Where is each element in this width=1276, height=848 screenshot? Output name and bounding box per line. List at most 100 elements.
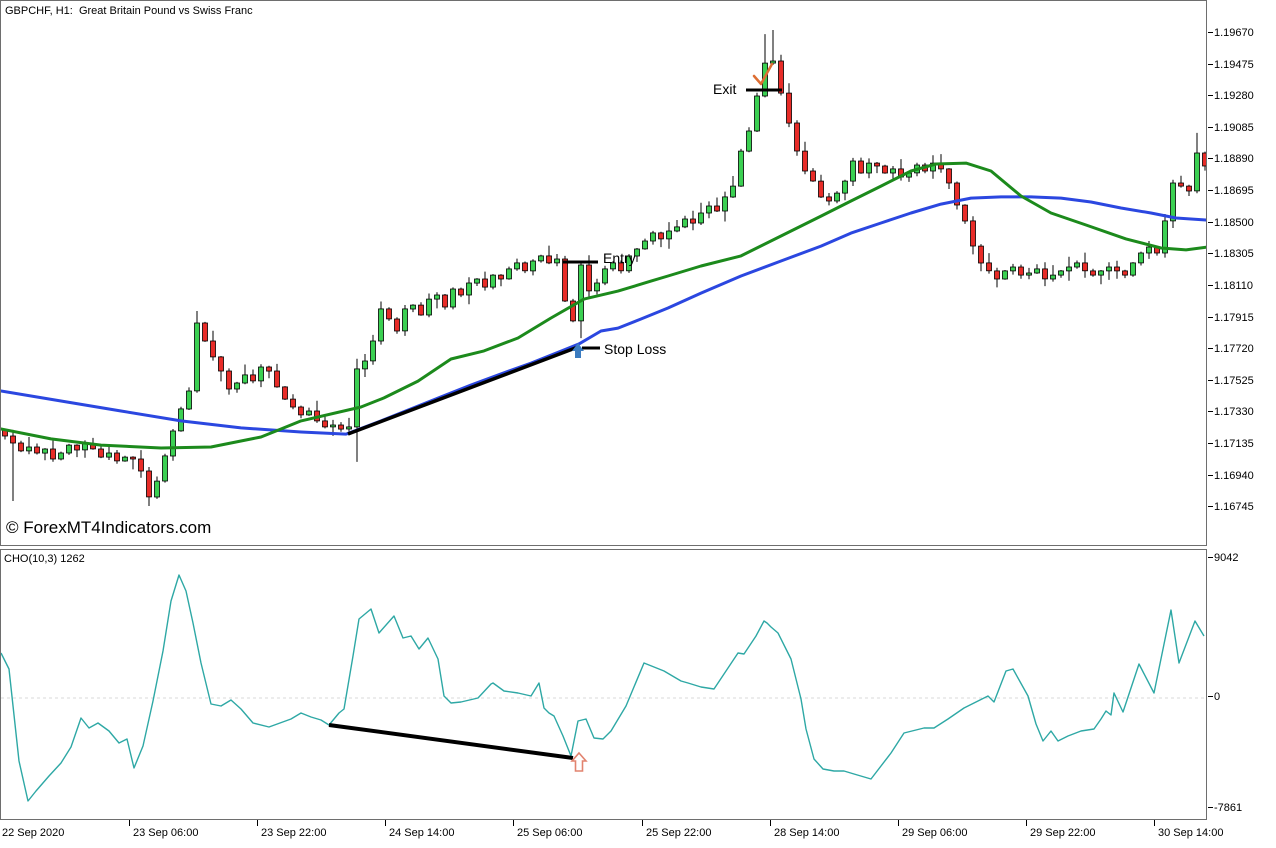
bear-candle xyxy=(114,452,120,462)
bear-candle xyxy=(810,170,816,182)
bear-candle xyxy=(1178,182,1184,187)
bull-candle xyxy=(154,480,160,498)
bull-candle xyxy=(1162,220,1168,254)
bull-candle xyxy=(1074,262,1080,268)
bull-candle xyxy=(402,308,408,332)
bull-candle xyxy=(1146,246,1152,254)
bull-candle xyxy=(162,455,168,482)
price-axis-label: 1.18110 xyxy=(1208,280,1253,292)
time-axis-tick xyxy=(513,820,514,826)
bull-candle xyxy=(514,262,520,270)
bull-candle xyxy=(706,205,712,214)
bear-candle xyxy=(1018,266,1024,276)
bear-candle xyxy=(786,92,792,124)
bull-candle xyxy=(1066,266,1072,272)
bear-candle xyxy=(74,444,80,451)
bear-candle xyxy=(418,304,424,316)
watermark-text: © ForexMT4Indicators.com xyxy=(6,518,212,537)
oscillator-axis-label: -7861 xyxy=(1207,802,1243,814)
bull-candle xyxy=(738,150,744,187)
bull-candle xyxy=(538,255,544,262)
price-axis-label: 1.17135 xyxy=(1208,438,1254,450)
bull-candle xyxy=(466,282,472,296)
bull-candle xyxy=(746,130,752,152)
oscillator-panel[interactable]: CHO(10,3) 1262 Hidden Bullish Divergence xyxy=(0,549,1207,820)
bull-candle xyxy=(642,240,648,250)
oscillator-canvas[interactable] xyxy=(1,550,1206,819)
time-axis-label: 23 Sep 22:00 xyxy=(261,827,327,839)
bear-candle xyxy=(1042,268,1048,280)
bear-candle xyxy=(690,218,696,224)
bull-candle xyxy=(354,368,360,428)
stop-loss-annotation-label: Stop Loss xyxy=(604,341,667,357)
bull-candle xyxy=(1034,268,1040,274)
bull-candle xyxy=(530,260,536,272)
bull-candle xyxy=(1138,252,1144,264)
time-axis-label: 29 Sep 22:00 xyxy=(1030,827,1096,839)
bear-candle xyxy=(34,446,40,454)
oscillator-axis-label: 0 xyxy=(1207,691,1221,703)
bull-candle xyxy=(58,452,64,460)
price-axis: 1.19670 1.19475 1.19280 1.19085 1.18890 1.186… xyxy=(1207,0,1276,848)
bull-candle xyxy=(410,304,416,310)
time-axis-tick xyxy=(257,820,258,826)
bull-candle xyxy=(626,255,632,272)
time-axis-tick xyxy=(385,820,386,826)
chart-title: GBPCHF, H1: Great Britain Pound vs Swiss… xyxy=(5,5,253,17)
bear-candle xyxy=(282,386,288,400)
bull-candle xyxy=(66,444,72,454)
price-chart-canvas[interactable] xyxy=(1,1,1206,545)
bull-candle xyxy=(370,340,376,362)
bull-candle xyxy=(594,282,600,292)
time-axis-tick xyxy=(1026,820,1027,826)
price-axis-label: 1.17720 xyxy=(1208,343,1254,355)
bull-candle xyxy=(258,366,264,382)
bear-candle xyxy=(970,220,976,247)
bull-candle xyxy=(490,274,496,288)
bear-candle xyxy=(386,308,392,320)
divergence-trendline[interactable] xyxy=(328,723,574,760)
bull-candle xyxy=(610,262,616,270)
bear-candle xyxy=(498,274,504,280)
bear-candle xyxy=(986,262,992,272)
fast-ma-line xyxy=(1,161,1206,450)
time-axis-label: 25 Sep 06:00 xyxy=(517,827,583,839)
bear-candle xyxy=(266,366,272,372)
bear-candle xyxy=(882,165,888,174)
bear-candle xyxy=(1186,185,1192,192)
bear-candle xyxy=(946,168,952,184)
buy-arrow-icon xyxy=(572,343,584,358)
bull-candle xyxy=(650,232,656,242)
bull-candle xyxy=(1026,272,1032,276)
bull-candle xyxy=(1170,182,1176,222)
bear-candle xyxy=(1090,270,1096,276)
bear-candle xyxy=(226,370,232,390)
bear-candle xyxy=(954,182,960,206)
price-axis-label: 1.18500 xyxy=(1208,217,1254,229)
bull-candle xyxy=(666,230,672,240)
bear-candle xyxy=(978,245,984,264)
bull-candle xyxy=(1194,152,1200,192)
bear-candle xyxy=(802,150,808,172)
bull-candle xyxy=(186,390,192,410)
bull-candle xyxy=(722,196,728,212)
divergence-up-arrow-icon xyxy=(570,751,588,772)
exit-annotation-label: Exit xyxy=(713,81,737,97)
bull-candle xyxy=(682,218,688,228)
bear-candle xyxy=(146,470,152,498)
main-chart-panel[interactable]: GBPCHF, H1: Great Britain Pound vs Swiss… xyxy=(0,0,1207,546)
price-trendline[interactable] xyxy=(347,345,579,436)
price-axis-label: 1.18305 xyxy=(1208,248,1254,260)
bull-candle xyxy=(770,60,776,64)
bull-candle xyxy=(1010,266,1016,272)
bull-candle xyxy=(170,430,176,457)
price-axis-label: 1.16745 xyxy=(1208,501,1254,513)
price-axis-label: 1.19085 xyxy=(1208,122,1254,134)
price-axis-label: 1.19475 xyxy=(1208,59,1254,71)
bull-candle xyxy=(450,288,456,308)
bear-candle xyxy=(570,300,576,322)
bear-candle xyxy=(10,435,16,444)
bear-candle xyxy=(130,456,136,460)
slow-ma-line xyxy=(1,195,1206,436)
time-axis-label: 24 Sep 14:00 xyxy=(389,827,455,839)
